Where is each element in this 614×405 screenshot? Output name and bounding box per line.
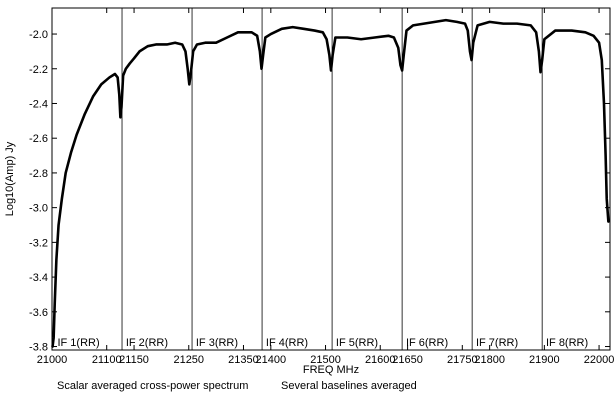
plot-frame: [51, 7, 611, 351]
y-tick-label: -3.6: [29, 307, 48, 319]
x-tick-label: 21900: [529, 354, 560, 366]
if-label: IF 5(RR): [336, 337, 378, 349]
x-axis-title: FREQ MHz: [303, 364, 359, 376]
x-tick-label: 21000: [37, 354, 68, 366]
x-tick-label: 21800: [474, 354, 505, 366]
y-tick-label: -2.6: [29, 133, 48, 145]
x-tick-label: 21350: [228, 354, 259, 366]
y-tick-label: -2.2: [29, 64, 48, 76]
if-label: IF 3(RR): [196, 337, 238, 349]
x-tick-label: 21750: [447, 354, 478, 366]
if-label: IF 8(RR): [546, 337, 588, 349]
x-tick-label: 21250: [173, 354, 204, 366]
x-tick-label: 21500: [310, 354, 341, 366]
y-tick-label: -2.8: [29, 168, 48, 180]
y-tick-label: -3.8: [29, 342, 48, 354]
x-tick-label: 21150: [119, 354, 149, 366]
caption-left: Scalar averaged cross-power spectrum: [57, 380, 249, 392]
y-tick-label: -3.0: [29, 203, 48, 215]
caption-right: Several baselines averaged: [281, 380, 417, 392]
if-labels: IF 1(RR) IF 2(RR) IF 3(RR) IF 4(RR) IF 5(RR)…: [57, 337, 588, 349]
if-label: IF 1(RR): [57, 337, 99, 349]
y-tick-label: -3.2: [29, 237, 48, 249]
series-layer: [51, 18, 610, 348]
x-tick-label: 22000: [584, 354, 614, 366]
if-label: IF 7(RR): [476, 337, 518, 349]
if-label: IF 6(RR): [406, 337, 448, 349]
y-tick-label: -3.4: [29, 272, 48, 284]
y-tick-label: -2.4: [29, 98, 48, 110]
y-axis: -2.0 -2.2 -2.4 -2.6 -2.8 -3.0 -3.2 -3.4 -3.6 -3.8: [29, 29, 610, 354]
spectrum-line: [51, 18, 610, 348]
y-axis-title: Log10(Amp) Jy: [4, 141, 16, 216]
x-tick-label: 21100: [92, 354, 122, 366]
if-label: IF 4(RR): [266, 337, 308, 349]
if-label: IF 2(RR): [126, 337, 168, 349]
x-tick-label: 21400: [256, 354, 287, 366]
y-tick-label: -2.0: [29, 29, 48, 41]
x-tick-label: 21600: [365, 354, 396, 366]
x-tick-label: 21650: [392, 354, 423, 366]
